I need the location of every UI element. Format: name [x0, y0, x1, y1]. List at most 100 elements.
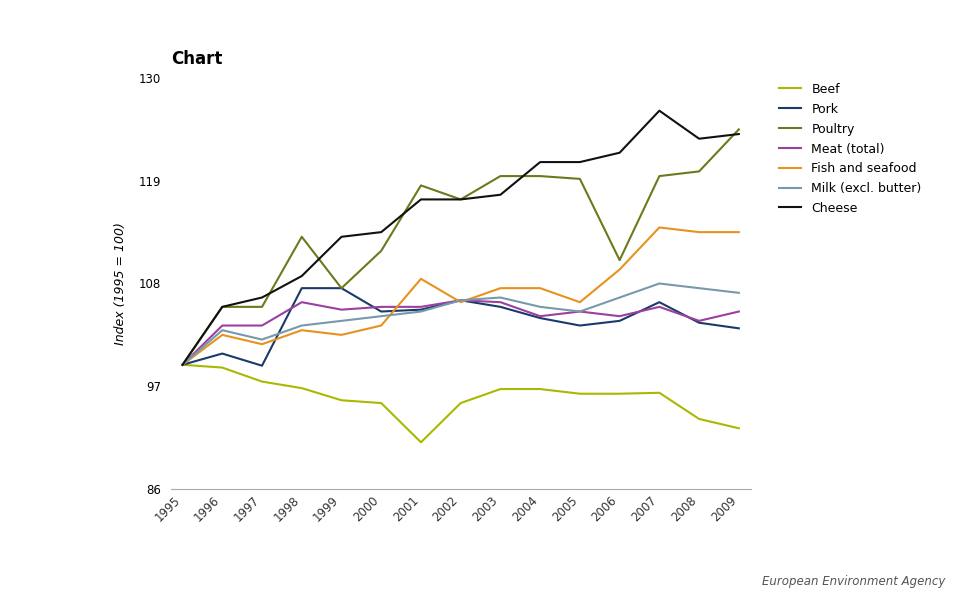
Poultry — [733, 126, 745, 133]
Beef — [494, 385, 506, 392]
Milk (excl. butter) — [375, 313, 387, 320]
Poultry — [693, 168, 705, 175]
Meat (total) — [216, 322, 228, 329]
Meat (total) — [614, 313, 626, 320]
Line: Poultry: Poultry — [182, 130, 739, 365]
Beef — [176, 361, 188, 368]
Fish and seafood — [494, 284, 506, 292]
Milk (excl. butter) — [693, 284, 705, 292]
Meat (total) — [295, 299, 307, 306]
Fish and seafood — [335, 331, 347, 338]
Fish and seafood — [216, 331, 228, 338]
Cheese — [494, 191, 506, 199]
Beef — [295, 385, 307, 392]
Line: Beef: Beef — [182, 365, 739, 442]
Milk (excl. butter) — [534, 303, 546, 310]
Pork — [534, 314, 546, 322]
Pork — [335, 284, 347, 292]
Meat (total) — [454, 297, 466, 304]
Cheese — [216, 303, 228, 310]
Milk (excl. butter) — [733, 289, 745, 296]
Meat (total) — [653, 303, 665, 310]
Fish and seafood — [256, 341, 268, 348]
Milk (excl. butter) — [295, 322, 307, 329]
Pork — [256, 362, 268, 370]
Line: Meat (total): Meat (total) — [182, 301, 739, 365]
Cheese — [693, 135, 705, 142]
Fish and seafood — [375, 322, 387, 329]
Milk (excl. butter) — [653, 280, 665, 287]
Pork — [454, 297, 466, 304]
Beef — [216, 364, 228, 371]
Text: European Environment Agency: European Environment Agency — [762, 575, 946, 588]
Poultry — [454, 196, 466, 203]
Cheese — [295, 272, 307, 280]
Pork — [693, 319, 705, 326]
Pork — [494, 303, 506, 310]
Line: Fish and seafood: Fish and seafood — [182, 227, 739, 365]
Line: Pork: Pork — [182, 288, 739, 366]
Poultry — [176, 361, 188, 368]
Fish and seafood — [733, 229, 745, 236]
Meat (total) — [375, 303, 387, 310]
Meat (total) — [415, 303, 427, 310]
Beef — [534, 385, 546, 392]
Cheese — [534, 158, 546, 166]
Line: Milk (excl. butter): Milk (excl. butter) — [182, 283, 739, 365]
Line: Cheese: Cheese — [182, 110, 739, 365]
Meat (total) — [693, 317, 705, 325]
Milk (excl. butter) — [494, 294, 506, 301]
Fish and seafood — [176, 361, 188, 368]
Meat (total) — [534, 313, 546, 320]
Milk (excl. butter) — [176, 361, 188, 368]
Cheese — [176, 361, 188, 368]
Meat (total) — [176, 361, 188, 368]
Fish and seafood — [574, 299, 586, 306]
Cheese — [733, 130, 745, 137]
Pork — [653, 299, 665, 306]
Meat (total) — [574, 308, 586, 315]
Poultry — [614, 257, 626, 264]
Poultry — [335, 284, 347, 292]
Cheese — [454, 196, 466, 203]
Pork — [614, 317, 626, 325]
Pork — [733, 325, 745, 332]
Pork — [216, 350, 228, 357]
Poultry — [295, 233, 307, 241]
Milk (excl. butter) — [335, 317, 347, 325]
Poultry — [494, 172, 506, 179]
Text: Chart: Chart — [171, 50, 222, 68]
Meat (total) — [733, 308, 745, 315]
Meat (total) — [256, 322, 268, 329]
Cheese — [614, 149, 626, 157]
Beef — [375, 400, 387, 407]
Poultry — [653, 172, 665, 179]
Beef — [335, 397, 347, 404]
Pork — [375, 308, 387, 315]
Poultry — [574, 175, 586, 182]
Beef — [733, 425, 745, 432]
Beef — [574, 390, 586, 397]
Meat (total) — [335, 306, 347, 313]
Cheese — [335, 233, 347, 241]
Cheese — [415, 196, 427, 203]
Fish and seafood — [614, 266, 626, 273]
Legend: Beef, Pork, Poultry, Meat (total), Fish and seafood, Milk (excl. butter), Cheese: Beef, Pork, Poultry, Meat (total), Fish … — [774, 78, 926, 220]
Fish and seafood — [534, 284, 546, 292]
Cheese — [574, 158, 586, 166]
Milk (excl. butter) — [574, 308, 586, 315]
Pork — [415, 306, 427, 313]
Pork — [574, 322, 586, 329]
Milk (excl. butter) — [614, 294, 626, 301]
Pork — [176, 361, 188, 368]
Fish and seafood — [693, 229, 705, 236]
Beef — [693, 415, 705, 422]
Fish and seafood — [295, 326, 307, 334]
Meat (total) — [494, 299, 506, 306]
Cheese — [256, 294, 268, 301]
Beef — [454, 400, 466, 407]
Fish and seafood — [653, 224, 665, 231]
Fish and seafood — [415, 275, 427, 283]
Fish and seafood — [454, 299, 466, 306]
Milk (excl. butter) — [256, 336, 268, 343]
